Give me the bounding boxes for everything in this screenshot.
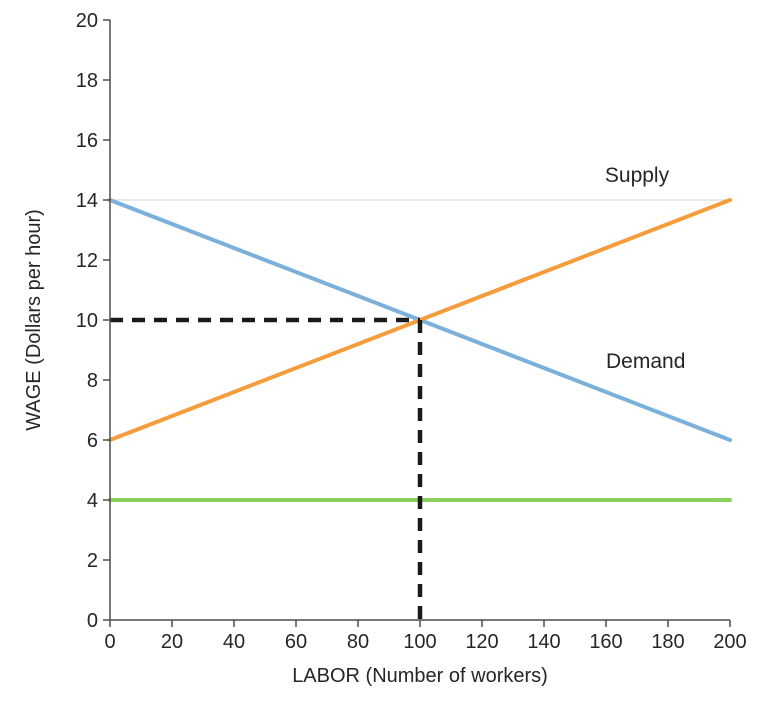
x-tick-label: 160 — [589, 631, 622, 653]
x-tick-label: 200 — [713, 631, 746, 653]
x-tick-label: 80 — [347, 631, 369, 653]
y-tick-label: 0 — [87, 610, 98, 632]
y-tick-label: 4 — [87, 490, 98, 512]
y-tick-label: 14 — [76, 190, 98, 212]
x-tick-label: 120 — [465, 631, 498, 653]
y-tick-label: 10 — [76, 310, 98, 332]
y-tick-label: 16 — [76, 130, 98, 152]
y-tick-label: 6 — [87, 430, 98, 452]
x-tick-label: 20 — [161, 631, 183, 653]
x-tick-label: 100 — [403, 631, 436, 653]
labor-market-chart: 0246810121416182002040608010012014016018… — [0, 0, 757, 720]
x-axis-title: LABOR (Number of workers) — [292, 665, 548, 687]
x-tick-label: 140 — [527, 631, 560, 653]
y-tick-label: 18 — [76, 70, 98, 92]
y-tick-label: 20 — [76, 10, 98, 32]
chart-svg: 0246810121416182002040608010012014016018… — [0, 0, 757, 720]
supply-label: Supply — [605, 164, 670, 187]
x-tick-label: 180 — [651, 631, 684, 653]
y-tick-label: 12 — [76, 250, 98, 272]
y-axis-title: WAGE (Dollars per hour) — [23, 209, 45, 431]
x-tick-label: 0 — [104, 631, 115, 653]
x-tick-label: 40 — [223, 631, 245, 653]
y-tick-label: 2 — [87, 550, 98, 572]
demand-label: Demand — [606, 350, 685, 373]
y-tick-label: 8 — [87, 370, 98, 392]
x-tick-label: 60 — [285, 631, 307, 653]
